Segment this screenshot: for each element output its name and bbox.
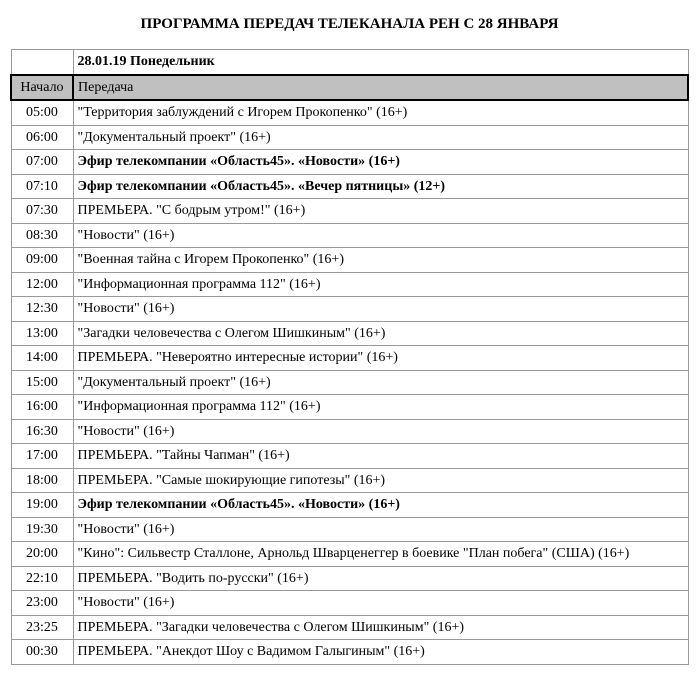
time-cell: 18:00 bbox=[11, 468, 73, 493]
time-cell: 07:10 bbox=[11, 174, 73, 199]
table-row: 09:00"Военная тайна с Игорем Прокопенко"… bbox=[11, 248, 688, 273]
program-cell: ПРЕМЬЕРА. "Загадки человечества с Олегом… bbox=[73, 615, 688, 640]
table-row: 23:00"Новости" (16+) bbox=[11, 591, 688, 616]
program-cell: ПРЕМЬЕРА. "С бодрым утром!" (16+) bbox=[73, 199, 688, 224]
time-cell: 23:00 bbox=[11, 591, 73, 616]
program-cell: Эфир телекомпании «Область45». «Вечер пя… bbox=[73, 174, 688, 199]
table-row: 05:00"Территория заблуждений с Игорем Пр… bbox=[11, 100, 688, 125]
table-row: 23:25ПРЕМЬЕРА. "Загадки человечества с О… bbox=[11, 615, 688, 640]
table-row: 20:00"Кино": Сильвестр Сталлоне, Арнольд… bbox=[11, 542, 688, 567]
program-cell: "Информационная программа 112" (16+) bbox=[73, 395, 688, 420]
program-cell: ПРЕМЬЕРА. "Невероятно интересные истории… bbox=[73, 346, 688, 371]
table-row: 12:30"Новости" (16+) bbox=[11, 297, 688, 322]
program-cell: ПРЕМЬЕРА. "Водить по-русски" (16+) bbox=[73, 566, 688, 591]
time-cell: 14:00 bbox=[11, 346, 73, 371]
time-cell: 19:00 bbox=[11, 493, 73, 518]
program-cell: Эфир телекомпании «Область45». «Новости»… bbox=[73, 150, 688, 175]
time-cell: 22:10 bbox=[11, 566, 73, 591]
header-row: Начало Передача bbox=[11, 75, 688, 101]
time-cell: 07:00 bbox=[11, 150, 73, 175]
time-cell: 08:30 bbox=[11, 223, 73, 248]
program-cell: "Территория заблуждений с Игорем Прокопе… bbox=[73, 100, 688, 125]
program-cell: "Кино": Сильвестр Сталлоне, Арнольд Швар… bbox=[73, 542, 688, 567]
table-row: 22:10ПРЕМЬЕРА. "Водить по-русски" (16+) bbox=[11, 566, 688, 591]
table-row: 07:00Эфир телекомпании «Область45». «Нов… bbox=[11, 150, 688, 175]
time-cell: 15:00 bbox=[11, 370, 73, 395]
time-cell: 12:30 bbox=[11, 297, 73, 322]
time-cell: 16:30 bbox=[11, 419, 73, 444]
header-time: Начало bbox=[11, 75, 73, 101]
table-row: 00:30ПРЕМЬЕРА. "Анекдот Шоу с Вадимом Га… bbox=[11, 640, 688, 665]
table-row: 06:00"Документальный проект" (16+) bbox=[11, 125, 688, 150]
table-row: 19:30"Новости" (16+) bbox=[11, 517, 688, 542]
program-cell: ПРЕМЬЕРА. "Тайны Чапман" (16+) bbox=[73, 444, 688, 469]
program-cell: "Информационная программа 112" (16+) bbox=[73, 272, 688, 297]
schedule-document: ПРОГРАММА ПЕРЕДАЧ ТЕЛЕКАНАЛА РЕН С 28 ЯН… bbox=[0, 0, 699, 675]
document-title: ПРОГРАММА ПЕРЕДАЧ ТЕЛЕКАНАЛА РЕН С 28 ЯН… bbox=[10, 8, 689, 49]
time-cell: 13:00 bbox=[11, 321, 73, 346]
time-cell: 17:00 bbox=[11, 444, 73, 469]
program-cell: "Военная тайна с Игорем Прокопенко" (16+… bbox=[73, 248, 688, 273]
program-cell: ПРЕМЬЕРА. "Самые шокирующие гипотезы" (1… bbox=[73, 468, 688, 493]
schedule-table: 28.01.19 Понедельник Начало Передача 05:… bbox=[10, 49, 689, 665]
time-cell: 23:25 bbox=[11, 615, 73, 640]
program-cell: Эфир телекомпании «Область45». «Новости»… bbox=[73, 493, 688, 518]
time-cell: 06:00 bbox=[11, 125, 73, 150]
program-cell: "Новости" (16+) bbox=[73, 517, 688, 542]
table-row: 07:10Эфир телекомпании «Область45». «Веч… bbox=[11, 174, 688, 199]
time-cell: 16:00 bbox=[11, 395, 73, 420]
program-cell: ПРЕМЬЕРА. "Анекдот Шоу с Вадимом Галыгин… bbox=[73, 640, 688, 665]
table-row: 07:30ПРЕМЬЕРА. "С бодрым утром!" (16+) bbox=[11, 199, 688, 224]
table-row: 19:00Эфир телекомпании «Область45». «Нов… bbox=[11, 493, 688, 518]
time-cell: 00:30 bbox=[11, 640, 73, 665]
table-row: 08:30"Новости" (16+) bbox=[11, 223, 688, 248]
time-cell: 19:30 bbox=[11, 517, 73, 542]
time-cell: 09:00 bbox=[11, 248, 73, 273]
date-label: 28.01.19 Понедельник bbox=[73, 50, 688, 75]
program-cell: "Новости" (16+) bbox=[73, 419, 688, 444]
time-cell: 12:00 bbox=[11, 272, 73, 297]
table-row: 17:00ПРЕМЬЕРА. "Тайны Чапман" (16+) bbox=[11, 444, 688, 469]
table-row: 18:00ПРЕМЬЕРА. "Самые шокирующие гипотез… bbox=[11, 468, 688, 493]
header-program: Передача bbox=[73, 75, 688, 101]
table-row: 12:00"Информационная программа 112" (16+… bbox=[11, 272, 688, 297]
date-row: 28.01.19 Понедельник bbox=[11, 50, 688, 75]
program-cell: "Новости" (16+) bbox=[73, 223, 688, 248]
table-row: 15:00"Документальный проект" (16+) bbox=[11, 370, 688, 395]
table-row: 16:30"Новости" (16+) bbox=[11, 419, 688, 444]
program-cell: "Загадки человечества с Олегом Шишкиным"… bbox=[73, 321, 688, 346]
program-cell: "Новости" (16+) bbox=[73, 297, 688, 322]
time-cell: 05:00 bbox=[11, 100, 73, 125]
schedule-tbody: 28.01.19 Понедельник Начало Передача 05:… bbox=[11, 50, 688, 665]
table-row: 14:00ПРЕМЬЕРА. "Невероятно интересные ис… bbox=[11, 346, 688, 371]
table-row: 13:00"Загадки человечества с Олегом Шишк… bbox=[11, 321, 688, 346]
program-cell: "Документальный проект" (16+) bbox=[73, 125, 688, 150]
program-cell: "Новости" (16+) bbox=[73, 591, 688, 616]
table-row: 16:00"Информационная программа 112" (16+… bbox=[11, 395, 688, 420]
program-cell: "Документальный проект" (16+) bbox=[73, 370, 688, 395]
time-cell: 20:00 bbox=[11, 542, 73, 567]
date-row-empty-cell bbox=[11, 50, 73, 75]
time-cell: 07:30 bbox=[11, 199, 73, 224]
